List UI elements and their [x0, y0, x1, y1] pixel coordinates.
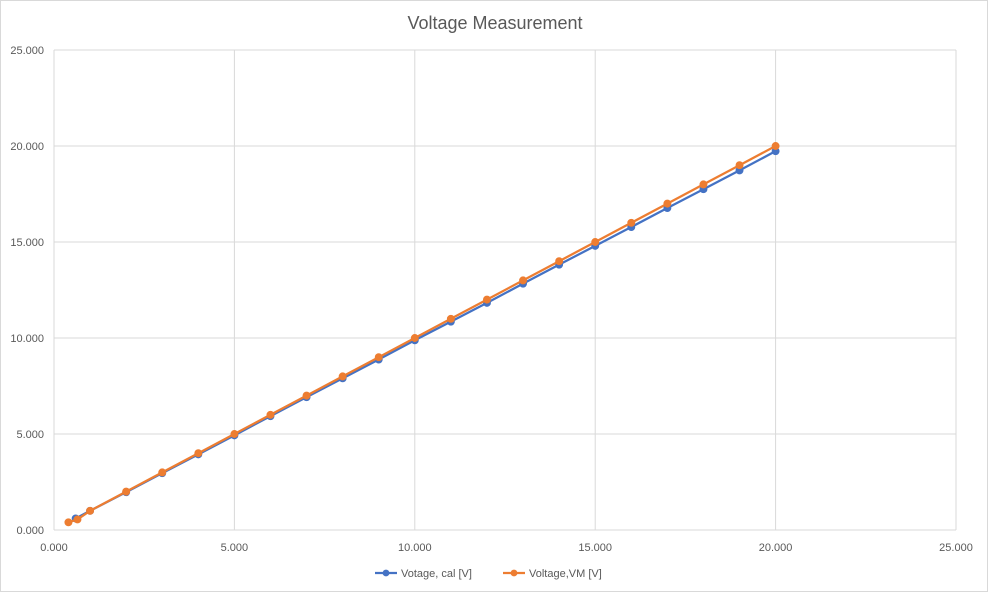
axes: 0.000 5.000 10.000 15.000 20.000 25.000 0.000 5…: [10, 45, 972, 554]
data-point[interactable]: [158, 468, 167, 477]
data-point[interactable]: [64, 518, 73, 527]
legend-item-1[interactable]: Voltage,VM [V]: [503, 568, 602, 580]
y-tick-label: 0.000: [16, 525, 44, 537]
y-tick-label: 15.000: [10, 237, 44, 249]
y-tick-label: 20.000: [10, 141, 44, 153]
x-tick-label: 5.000: [221, 542, 249, 554]
data-point[interactable]: [482, 295, 491, 304]
legend-label: Votage, cal [V]: [401, 568, 472, 580]
data-point[interactable]: [771, 142, 780, 150]
x-tick-label: 0.000: [40, 542, 68, 554]
x-tick-label: 10.000: [398, 542, 432, 554]
chart-title: Voltage Measurement: [407, 13, 582, 33]
data-point[interactable]: [699, 180, 708, 189]
series-line-1[interactable]: [68, 145, 777, 524]
x-tick-label: 15.000: [578, 542, 612, 554]
x-tick-label: 25.000: [939, 542, 973, 554]
y-tick-label: 5.000: [16, 429, 44, 441]
data-point[interactable]: [338, 372, 347, 381]
data-point[interactable]: [410, 334, 419, 342]
legend-swatch-marker: [382, 569, 390, 577]
legend-swatch-marker: [510, 569, 518, 577]
data-point[interactable]: [194, 449, 203, 458]
data-point[interactable]: [519, 276, 528, 285]
data-point[interactable]: [555, 257, 564, 266]
y-tick-label: 25.000: [10, 45, 44, 57]
data-point[interactable]: [86, 506, 95, 515]
x-tick-label: 20.000: [759, 542, 793, 554]
data-point[interactable]: [591, 238, 600, 246]
plot-area: [64, 142, 780, 527]
data-point[interactable]: [230, 430, 239, 438]
data-point[interactable]: [627, 218, 636, 227]
legend[interactable]: Votage, cal [V] Voltage,VM [V]: [375, 568, 602, 580]
data-point[interactable]: [374, 353, 383, 362]
data-point[interactable]: [266, 410, 275, 419]
data-point[interactable]: [122, 487, 131, 496]
data-point[interactable]: [73, 515, 82, 524]
data-point[interactable]: [663, 199, 672, 208]
legend-label: Voltage,VM [V]: [529, 568, 602, 580]
y-tick-label: 10.000: [10, 333, 44, 345]
legend-item-0[interactable]: Votage, cal [V]: [375, 568, 472, 580]
data-point[interactable]: [446, 314, 455, 323]
grid: [53, 49, 957, 531]
data-point[interactable]: [302, 391, 311, 400]
data-point[interactable]: [735, 161, 744, 170]
